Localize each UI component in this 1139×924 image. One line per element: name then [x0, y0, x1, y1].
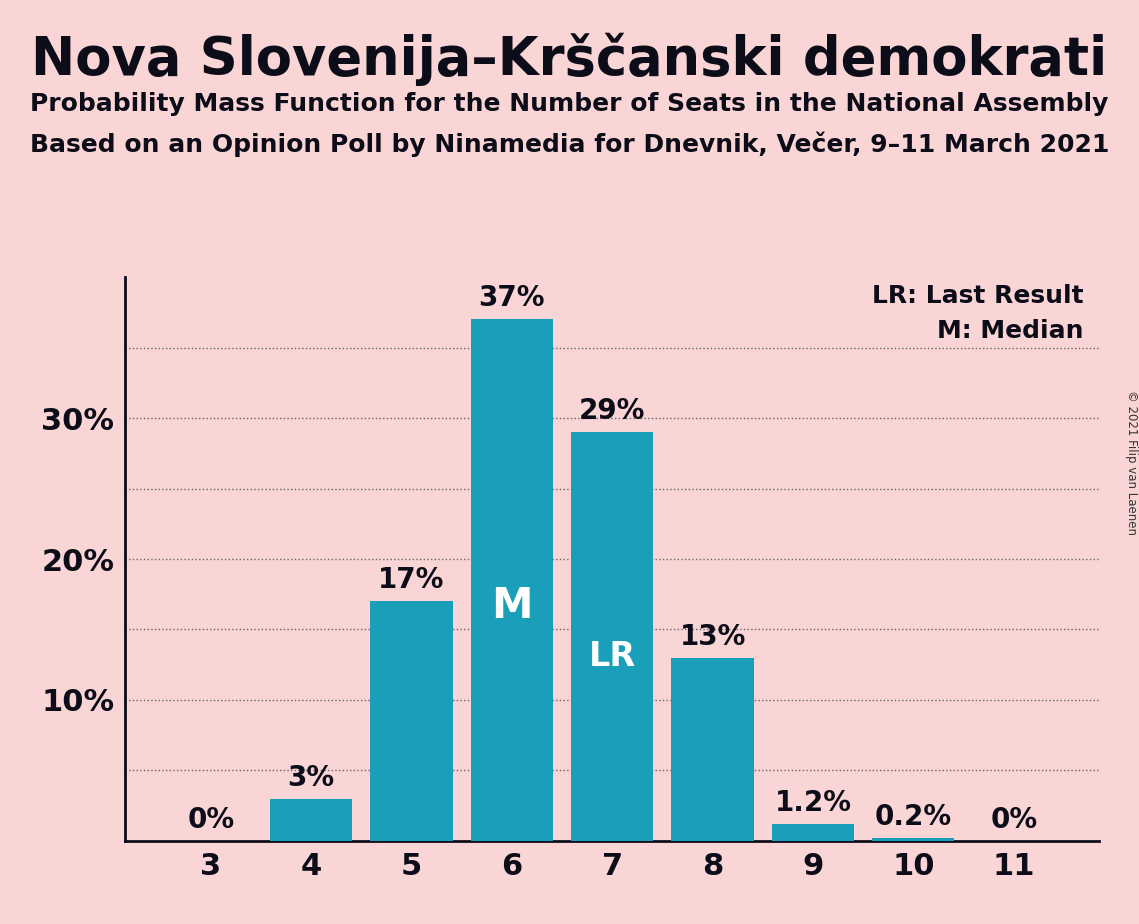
- Text: LR: Last Result: LR: Last Result: [872, 285, 1084, 309]
- Bar: [270, 798, 352, 841]
- Text: 0%: 0%: [187, 806, 235, 833]
- Bar: [872, 838, 954, 841]
- Bar: [671, 658, 754, 841]
- Bar: [470, 320, 554, 841]
- Text: 17%: 17%: [378, 566, 444, 594]
- Text: 29%: 29%: [579, 397, 646, 425]
- Bar: [772, 824, 854, 841]
- Bar: [370, 602, 452, 841]
- Text: Probability Mass Function for the Number of Seats in the National Assembly: Probability Mass Function for the Number…: [31, 92, 1108, 116]
- Text: M: Median: M: Median: [937, 320, 1084, 344]
- Text: 13%: 13%: [679, 623, 746, 650]
- Text: 0%: 0%: [990, 806, 1038, 833]
- Text: M: M: [491, 585, 533, 627]
- Text: 37%: 37%: [478, 285, 546, 312]
- Text: 1.2%: 1.2%: [775, 789, 852, 817]
- Bar: [571, 432, 654, 841]
- Text: Nova Slovenija–Krščanski demokrati: Nova Slovenija–Krščanski demokrati: [32, 32, 1107, 86]
- Text: LR: LR: [589, 640, 636, 674]
- Text: Based on an Opinion Poll by Ninamedia for Dnevnik, Večer, 9–11 March 2021: Based on an Opinion Poll by Ninamedia fo…: [30, 131, 1109, 157]
- Text: 3%: 3%: [287, 763, 335, 792]
- Text: 0.2%: 0.2%: [875, 803, 952, 831]
- Text: © 2021 Filip van Laenen: © 2021 Filip van Laenen: [1124, 390, 1138, 534]
